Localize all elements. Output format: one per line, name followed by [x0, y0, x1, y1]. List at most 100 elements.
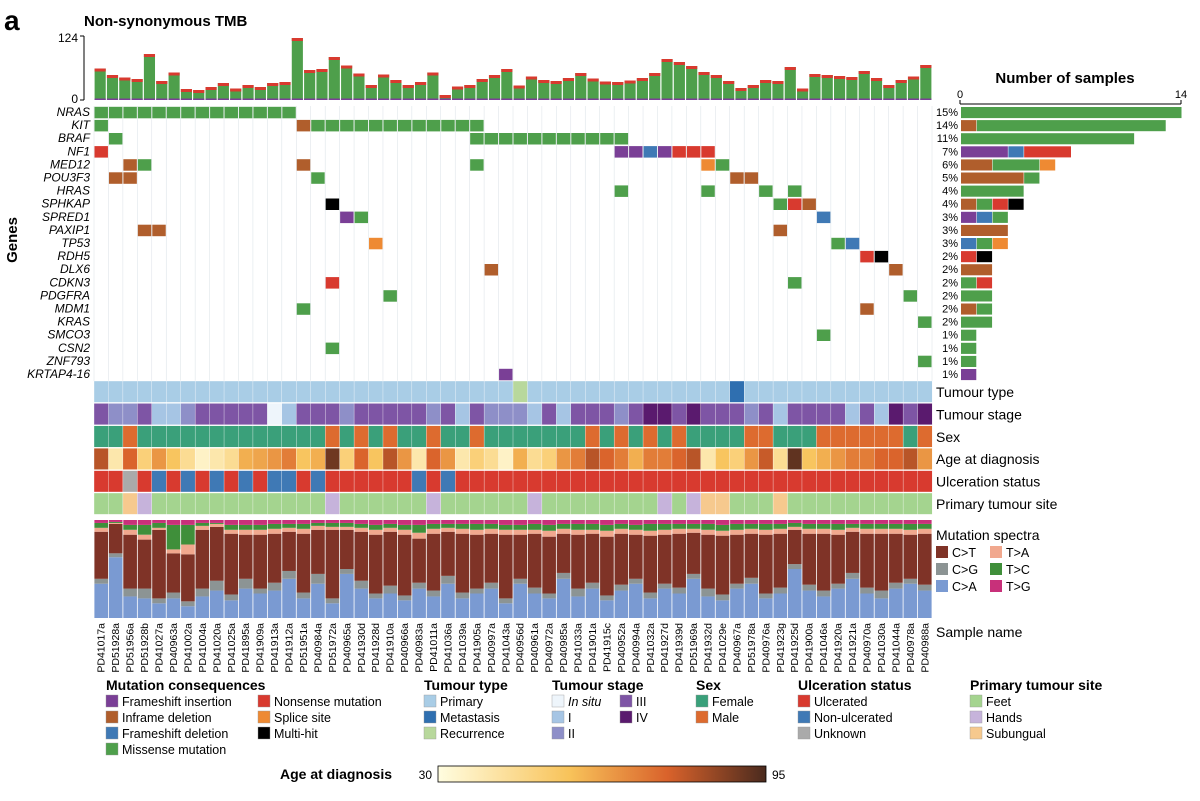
mutation-spectra-bars [94, 520, 932, 618]
spectra-segment [123, 520, 137, 525]
spectra-segment [556, 520, 571, 524]
sample-name: PD40961a [529, 623, 541, 673]
spectra-segment [296, 592, 311, 599]
legend-label: Primary [440, 695, 484, 709]
gene-count-bar-segment [1008, 198, 1024, 210]
legend-label: I [568, 711, 571, 725]
tmb-bar-nonsense-segment [119, 77, 131, 81]
spectra-segment [267, 520, 282, 524]
clinical-cell [209, 492, 225, 515]
sample-name: PD41039a [457, 623, 469, 673]
spectra-segment [354, 520, 369, 524]
spectra-segment [267, 523, 282, 529]
spectra-segment [903, 534, 918, 579]
spectra-segment [513, 524, 528, 530]
clinical-cell [729, 425, 745, 448]
clinical-cell [353, 492, 369, 515]
clinical-cell [166, 380, 182, 403]
spectra-segment [903, 578, 918, 584]
clinical-cell [758, 403, 774, 425]
age-gradient-bar [437, 765, 767, 783]
clinical-cell [93, 448, 109, 470]
clinical-cell [339, 403, 355, 425]
clinical-cell [585, 425, 601, 448]
spectra-segment [470, 523, 484, 530]
clinical-cell [469, 470, 485, 493]
spectra-segment [137, 588, 152, 599]
spectra-segment [773, 520, 788, 524]
spectra-segment [108, 520, 123, 522]
tmb-bar [624, 80, 636, 100]
clinical-cell [339, 492, 355, 515]
tmb-bar-fs-segment [131, 98, 143, 100]
spectra-segment [744, 533, 759, 578]
clinical-cell [772, 403, 788, 425]
tmb-bar [562, 78, 575, 100]
spectra-segment [816, 520, 831, 524]
clinical-cell [874, 448, 890, 470]
spectra-segment [209, 523, 224, 527]
tmb-tick-max: 124 [58, 31, 78, 45]
clinical-cell [671, 425, 687, 448]
clinical-cell [440, 380, 456, 403]
spectra-segment [889, 582, 903, 589]
clinical-cell [541, 425, 557, 448]
clinical-cell [642, 403, 658, 425]
spectra-segment [787, 520, 802, 523]
sample-name: PD51956a [125, 623, 137, 673]
mutation-cell [701, 159, 715, 171]
clinical-cell [801, 425, 817, 448]
sample-name: PD41900a [804, 623, 816, 673]
spectra-segment [787, 522, 802, 527]
mutation-cell [210, 106, 224, 119]
gene-count-bar-segment [1039, 159, 1056, 171]
spectra-segment [354, 588, 369, 618]
tmb-bar [760, 80, 772, 100]
clinical-cell [686, 403, 702, 425]
gene-count-bar-segment [961, 159, 993, 171]
sample-name: PD41925d [789, 623, 801, 673]
clinical-cell [642, 448, 658, 470]
spectra-segment [860, 520, 874, 524]
tmb-bar [587, 78, 599, 100]
tmb-bar-fs-segment [304, 98, 316, 100]
mutation-cell [499, 368, 513, 381]
gene-count-bar-segment [961, 146, 1008, 158]
spectra-segment [628, 534, 643, 579]
spectra-segment [643, 598, 658, 618]
sample-name: PD41017a [96, 623, 108, 673]
spectra-segment [94, 531, 109, 579]
clinical-cell [700, 425, 716, 448]
clinical-cell [166, 470, 182, 493]
spectra-segment [643, 523, 658, 531]
tmb-bar-fs-segment [858, 98, 870, 100]
sample-name: PD40994a [630, 623, 642, 673]
spectra-segment [267, 582, 282, 591]
clinical-cell [483, 380, 499, 403]
clinical-cell [440, 425, 456, 448]
legend-swatch [257, 710, 271, 724]
mutation-cell [470, 133, 484, 145]
tmb-bar-nonsense-segment [649, 73, 661, 76]
tmb-bar-nonsense-segment [217, 83, 229, 86]
sample-name: PD41913a [269, 623, 281, 673]
tmb-bar-nonsense-segment [464, 85, 476, 88]
tmb-bar-fs-segment [821, 98, 833, 100]
gene-count-bar-segment [976, 198, 993, 210]
spectra-segment [340, 520, 354, 523]
legend-swatch [797, 726, 811, 740]
tmb-bar [895, 80, 907, 100]
tmb-bar-nonsense-segment [415, 82, 427, 85]
mutation-cell [397, 119, 412, 132]
clinical-cell [137, 425, 153, 448]
spectra-segment [773, 533, 788, 588]
sample-name: PD41002a [182, 623, 194, 673]
mutation-cell [325, 342, 340, 355]
clinical-cell [180, 380, 196, 403]
mutation-cell [744, 172, 759, 184]
spectra-segment [455, 528, 470, 534]
spectra-segment [614, 523, 629, 529]
clinical-cell [613, 492, 629, 515]
spectra-segment [166, 520, 181, 525]
spectra-segment [383, 593, 398, 618]
